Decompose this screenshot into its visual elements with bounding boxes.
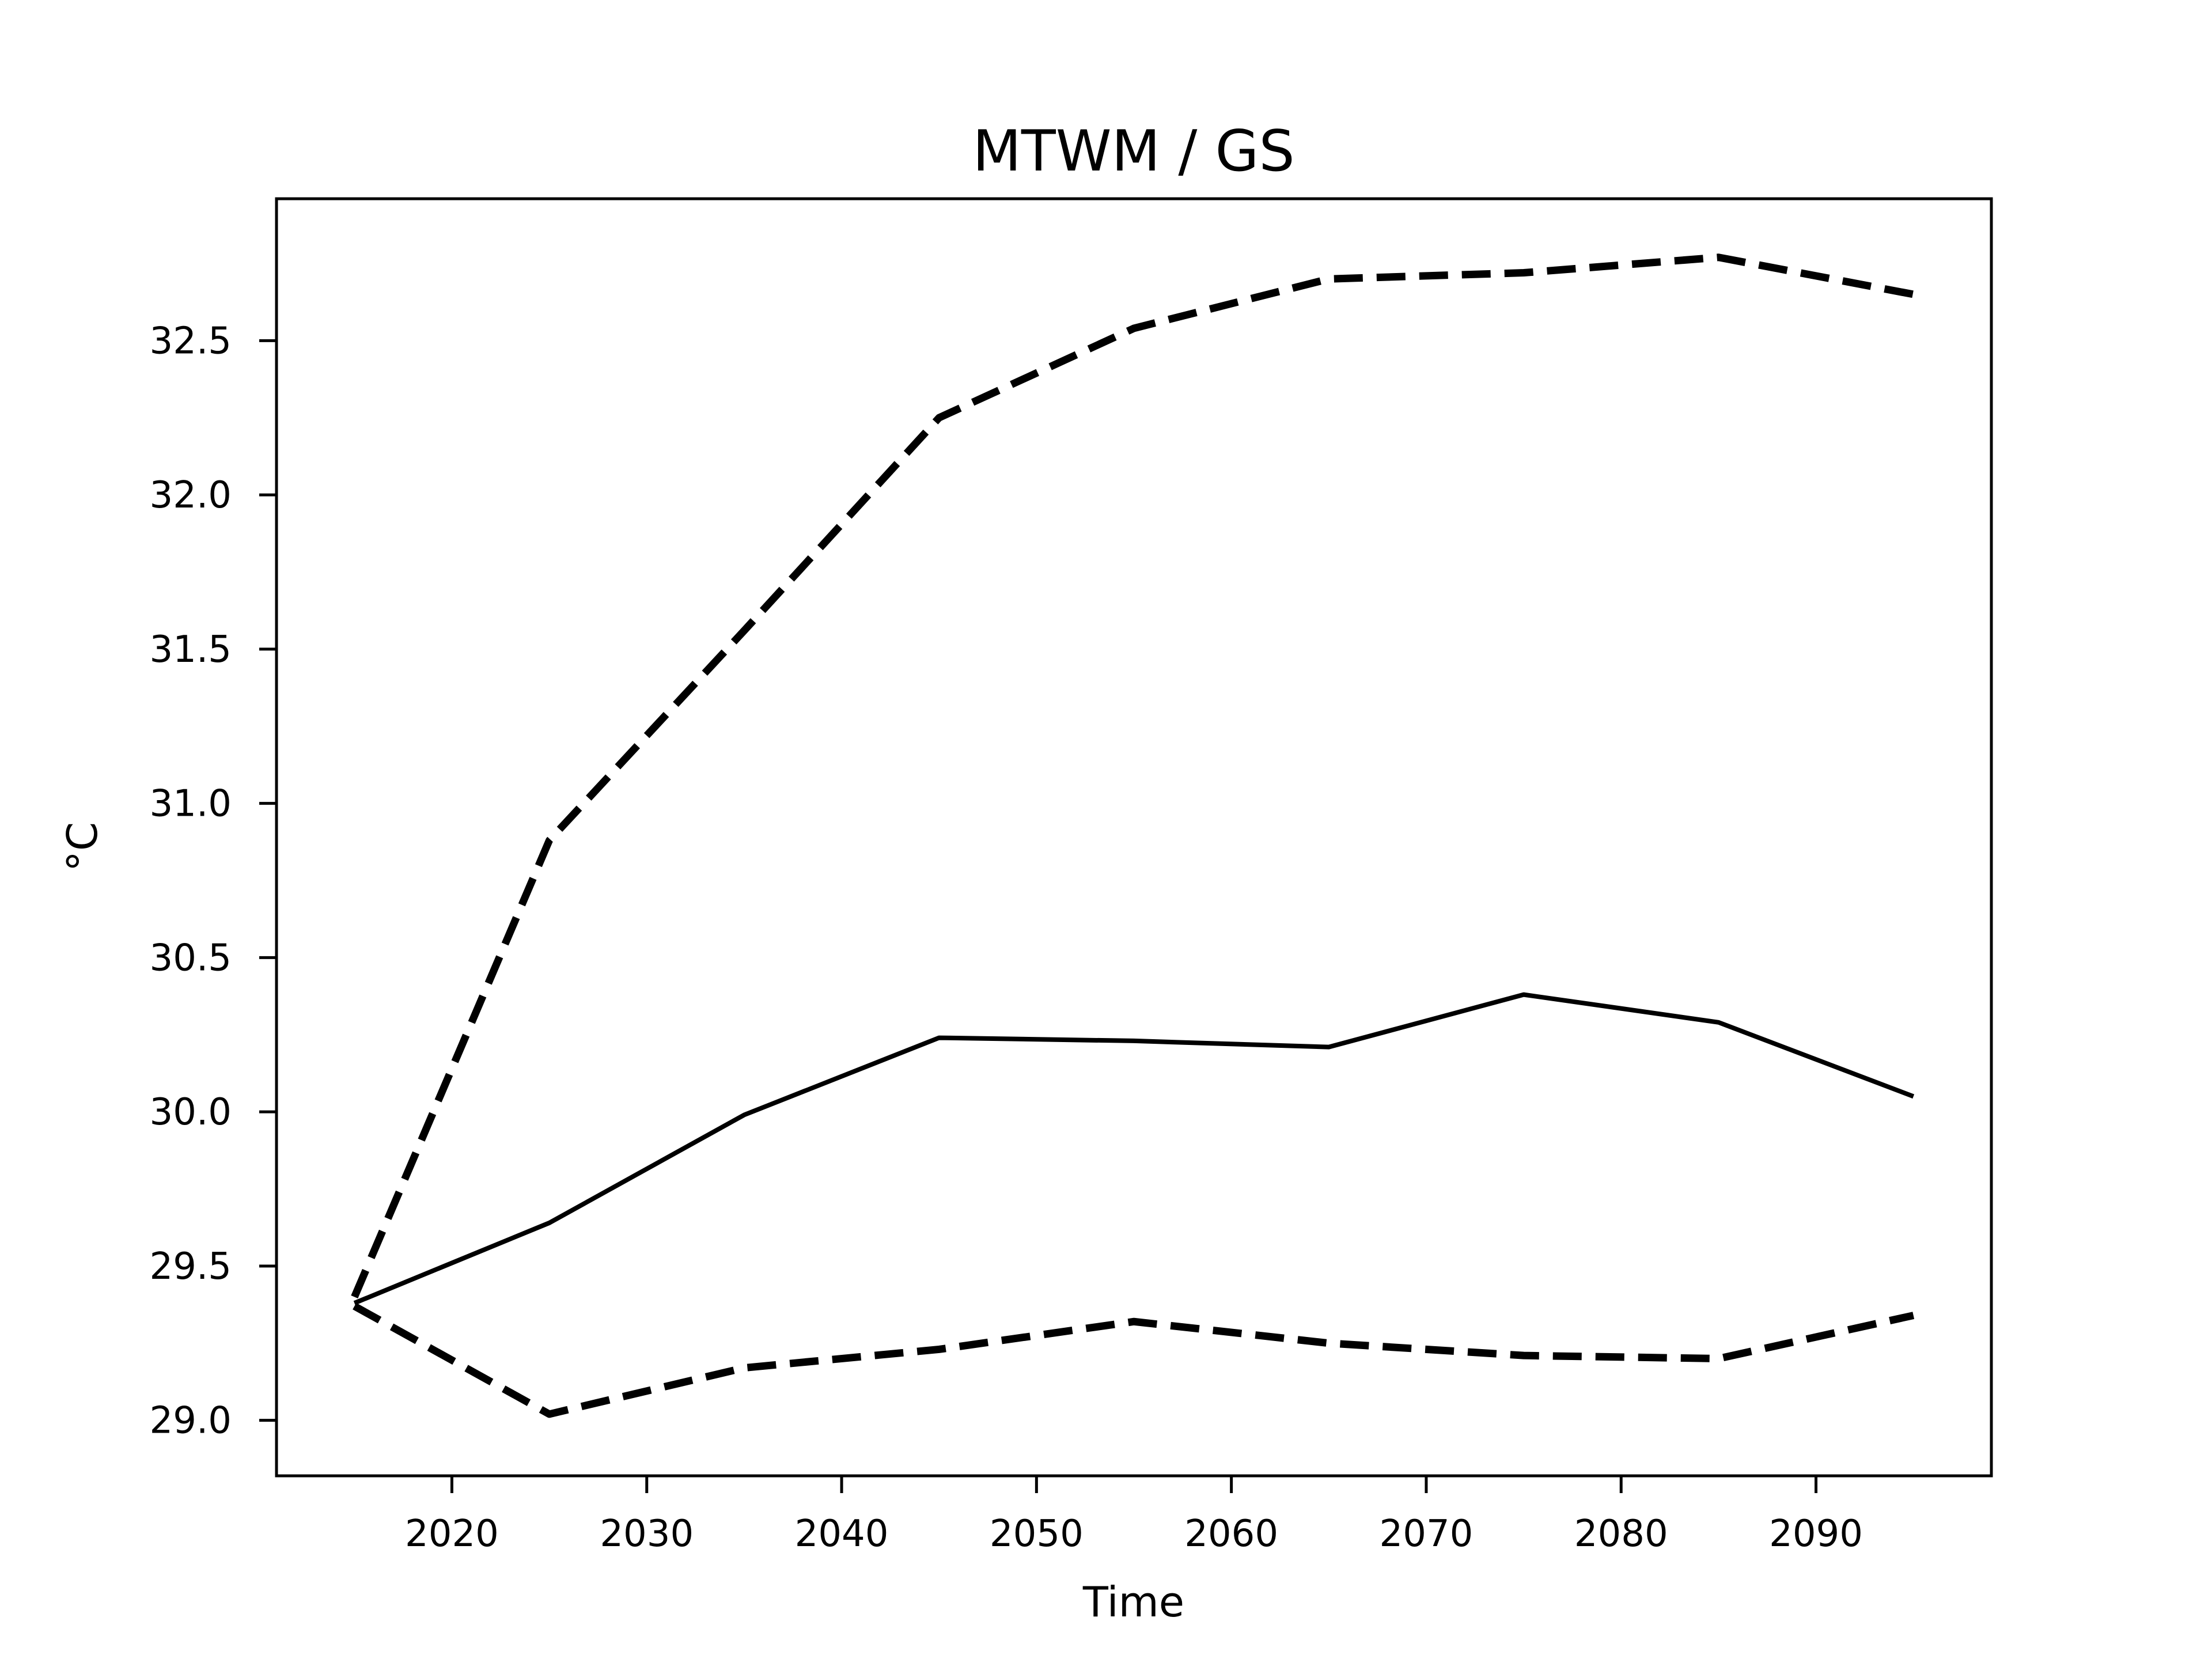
x-tick-label: 2020: [405, 1513, 499, 1555]
x-tick-label: 2040: [795, 1513, 889, 1555]
y-tick-label: 32.0: [150, 474, 232, 517]
y-tick-label: 32.5: [150, 320, 232, 362]
y-tick-label: 29.0: [150, 1400, 232, 1442]
x-axis-label: Time: [1082, 1578, 1184, 1626]
y-tick-label: 31.0: [150, 783, 232, 825]
x-tick-label: 2050: [990, 1513, 1084, 1555]
y-tick-label: 30.5: [150, 937, 232, 979]
axis-ticks: 2020 2030 2040 2050 2060 2070 2080 2090 29.0 29.5…: [150, 320, 1863, 1555]
series-upper_bound-line: [351, 253, 1914, 1298]
y-tick-label: 30.0: [150, 1091, 232, 1134]
chart-title: MTWM / GS: [972, 119, 1294, 184]
data-series: [351, 253, 1915, 1418]
series-lower_bound-line: [353, 1302, 1915, 1418]
x-tick-label: 2090: [1769, 1513, 1863, 1555]
x-tick-label: 2030: [600, 1513, 694, 1555]
y-tick-label: 29.5: [150, 1245, 232, 1288]
y-tick-label: 31.5: [150, 628, 232, 671]
x-tick-label: 2080: [1574, 1513, 1668, 1555]
x-tick-label: 2060: [1184, 1513, 1278, 1555]
x-tick-label: 2070: [1380, 1513, 1474, 1555]
plot-frame: [275, 197, 1993, 1478]
series-mean-line: [353, 992, 1915, 1305]
y-axis-label: °C: [58, 822, 107, 872]
